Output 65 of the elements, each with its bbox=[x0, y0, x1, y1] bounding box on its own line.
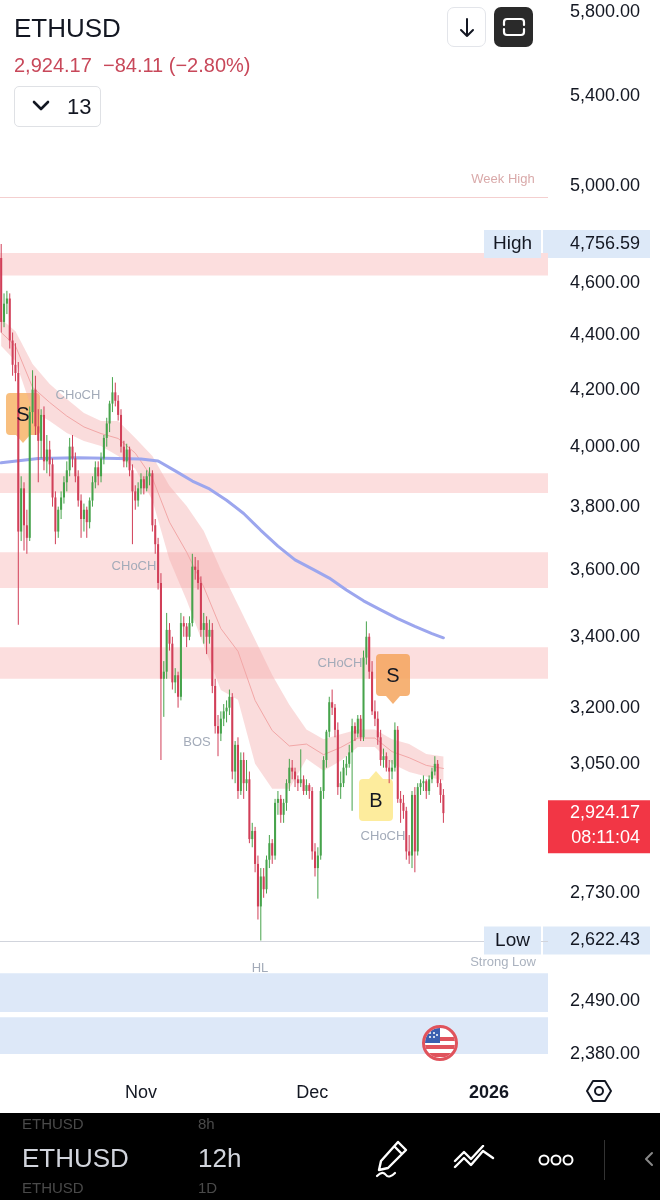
y-tick-label: 5,400.00 bbox=[569, 84, 640, 105]
annotation: B bbox=[369, 788, 383, 811]
annotation: CHoCH bbox=[360, 827, 406, 843]
candlestick bbox=[202, 612, 205, 645]
y-tick-label: 2,730.00 bbox=[569, 882, 640, 903]
indicator-dropdown: 13 bbox=[14, 86, 101, 127]
y-tick-label: 4,400.00 bbox=[569, 324, 640, 345]
annotation: CHoCH bbox=[317, 654, 363, 670]
candlestick bbox=[142, 475, 145, 495]
candlestick bbox=[85, 506, 88, 539]
candlestick bbox=[271, 838, 274, 865]
candlestick bbox=[245, 759, 248, 792]
y-tick-label: 2,924.17 bbox=[569, 802, 640, 823]
y-tick-label: 3,050.00 bbox=[569, 752, 640, 773]
x-tick-label: Nov bbox=[124, 1081, 157, 1102]
annotation: S bbox=[386, 663, 400, 686]
y-tick-label: 4,000.00 bbox=[569, 435, 640, 456]
candlestick bbox=[45, 434, 48, 474]
chart-title: ETHUSD bbox=[14, 12, 121, 44]
annotation: CHoCH bbox=[111, 557, 157, 573]
y-tick-label: 4,756.59 bbox=[569, 232, 640, 253]
candlestick bbox=[356, 714, 359, 738]
y-tick-label: 3,600.00 bbox=[569, 558, 640, 579]
y-tick-label: 5,800.00 bbox=[569, 0, 640, 21]
candlestick bbox=[174, 667, 177, 694]
ref-line-label: Strong Low bbox=[470, 954, 537, 970]
annotation: HL bbox=[251, 959, 269, 975]
annotation: CHoCH bbox=[55, 386, 101, 402]
candlestick bbox=[299, 748, 302, 788]
candlestick bbox=[205, 615, 208, 655]
candlestick bbox=[342, 759, 345, 788]
candlestick bbox=[251, 822, 254, 848]
candlestick bbox=[279, 794, 282, 824]
ref-line-label: Week High bbox=[471, 171, 535, 187]
text: 2,924.17 −84.11 (−2.80%) bbox=[14, 53, 251, 78]
candlestick bbox=[177, 671, 180, 709]
annotation: Low bbox=[495, 928, 531, 950]
candlestick bbox=[208, 619, 211, 645]
annotation: BOS bbox=[183, 733, 212, 749]
y-tick-label: 2,622.43 bbox=[569, 929, 640, 950]
candlestick bbox=[262, 867, 265, 899]
candlestick bbox=[353, 721, 356, 742]
y-tick-label: 2,490.00 bbox=[569, 990, 640, 1011]
annotation: High bbox=[492, 232, 533, 254]
y-tick-label: 3,400.00 bbox=[569, 625, 640, 646]
x-tick-label: Dec bbox=[296, 1081, 329, 1102]
y-tick-label: 4,200.00 bbox=[569, 378, 640, 399]
candlestick bbox=[382, 748, 385, 769]
text: 08:11:04 bbox=[571, 827, 640, 848]
candlestick bbox=[125, 443, 128, 468]
y-tick-label: 4,600.00 bbox=[569, 272, 640, 293]
annotation: 13 bbox=[67, 94, 92, 120]
candlestick bbox=[97, 460, 100, 486]
candlestick bbox=[425, 778, 428, 800]
candlestick bbox=[82, 503, 85, 533]
candlestick bbox=[3, 292, 6, 328]
candlestick bbox=[385, 751, 388, 773]
candlestick bbox=[145, 469, 148, 492]
y-tick-label: 5,000.00 bbox=[569, 174, 640, 195]
y-tick-label: 3,800.00 bbox=[569, 495, 640, 516]
candlestick bbox=[185, 622, 188, 648]
toolbar: ETHUSD 8h ETHUSD 12h ETHUSD 1D bbox=[0, 1113, 660, 1200]
y-tick-label: 2,380.00 bbox=[569, 1042, 640, 1063]
y-tick-label: 3,200.00 bbox=[569, 696, 640, 717]
x-tick-label: 2026 bbox=[469, 1081, 510, 1102]
